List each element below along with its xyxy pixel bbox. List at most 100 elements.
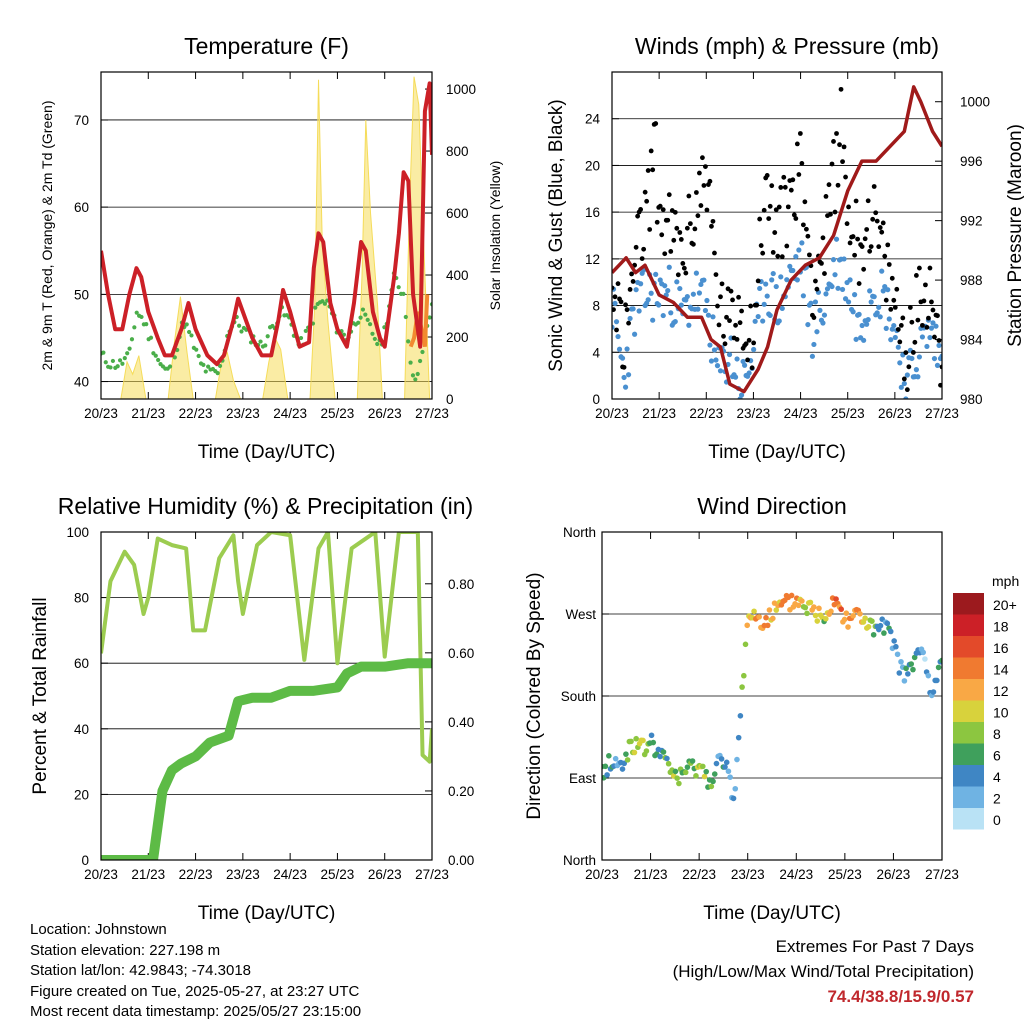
wind-speed-point (898, 384, 904, 390)
direction-point (682, 769, 689, 776)
direction-point (732, 785, 739, 792)
y-tick-label: East (569, 771, 596, 786)
direction-point (718, 756, 725, 762)
wind-speed-point (936, 342, 942, 349)
wind-gust-point (885, 242, 891, 248)
dewpoint-point (401, 291, 406, 296)
x-tick-label: 22/23 (682, 867, 716, 882)
wind-gust-point (802, 199, 808, 205)
direction-point (934, 677, 940, 684)
dewpoint-point (375, 341, 380, 347)
wind-speed-point (612, 300, 618, 307)
colorbar-swatch (953, 743, 984, 765)
wind-speed-point (784, 277, 790, 283)
wind-gust-point (767, 203, 773, 209)
colorbar-label: 16 (993, 640, 1009, 656)
wind-gust-point (716, 322, 722, 328)
wind-gust-point (692, 226, 698, 232)
direction-point (703, 768, 710, 775)
wind-speed-point (853, 336, 859, 342)
dewpoint-point (184, 322, 189, 327)
wind-speed-point (779, 305, 785, 312)
wind-speed-point (616, 346, 623, 352)
direction-point (922, 656, 928, 662)
wind-speed-point (847, 277, 853, 283)
wind-speed-point (871, 294, 877, 300)
wind-gust-point (859, 244, 865, 250)
wind-gust-point (754, 302, 760, 308)
plot-area (101, 532, 432, 860)
wind-speed-point (612, 324, 615, 330)
direction-point (604, 772, 610, 778)
wind-speed-point (800, 293, 806, 299)
wind-gust-point (769, 183, 775, 189)
wind-speed-point (708, 358, 715, 364)
humidity-line (101, 532, 432, 764)
wind-gust-point (760, 250, 766, 256)
x-tick-label: 25/23 (831, 406, 865, 421)
wind-speed-point (841, 256, 847, 262)
dewpoint-point (122, 356, 127, 361)
wind-speed-point (678, 302, 684, 308)
direction-point (660, 749, 667, 755)
direction-point (735, 734, 742, 741)
wind-gust-point (641, 246, 647, 252)
wind-speed-point (895, 344, 901, 350)
wind-speed-point (832, 272, 838, 278)
wind-gust-point (904, 387, 910, 393)
wind-gust-point (897, 339, 903, 345)
chart-title: Winds (mph) & Pressure (mb) (635, 33, 939, 59)
wind-gust-point (687, 221, 693, 227)
x-tick-label: 20/23 (84, 406, 118, 421)
wind-speed-point (913, 367, 919, 373)
wind-speed-point (933, 323, 939, 329)
wind-speed-point (812, 299, 819, 305)
wind-gust-point (856, 281, 862, 286)
x-tick-label: 24/23 (784, 406, 818, 421)
plot-border (611, 71, 943, 400)
wind-speed-point (931, 355, 938, 362)
wind-speed-point (886, 316, 892, 322)
dewpoint-point (322, 301, 327, 306)
dewpoint-point (189, 333, 194, 338)
y2-tick-label: 0.60 (448, 646, 474, 661)
wind-speed-point (717, 368, 724, 374)
direction-point (788, 592, 795, 599)
wind-gust-point (781, 174, 787, 180)
y-tick-label: 70 (74, 113, 89, 128)
wind-speed-point (648, 290, 654, 296)
wind-gust-point (843, 174, 848, 180)
dewpoint-point (148, 335, 154, 340)
y-tick-label: 16 (585, 205, 600, 220)
wind-gust-point (761, 207, 767, 213)
wind-gust-point (684, 225, 690, 231)
direction-point (828, 608, 834, 615)
wind-gust-point (886, 262, 892, 267)
direction-point (930, 689, 937, 695)
wind-gust-point (779, 254, 785, 260)
direction-point (911, 654, 918, 661)
dewpoint-point (263, 343, 268, 348)
wind-gust-point (800, 222, 806, 228)
direction-point (833, 596, 839, 602)
x-tick-label: 27/23 (925, 867, 959, 882)
wind-speed-point (830, 257, 837, 263)
wind-speed-point (916, 354, 922, 360)
wind-gust-point (675, 272, 681, 278)
y2-tick-label: 0 (446, 392, 454, 407)
y-tick-label: 0 (592, 392, 600, 407)
plot-area (612, 85, 942, 399)
dewpoint-point (413, 377, 418, 382)
wind-gust-point (797, 131, 803, 136)
wind-gust-point (820, 235, 826, 241)
wind-speed-point (638, 281, 644, 287)
wind-speed-point (698, 281, 704, 288)
wind-speed-point (710, 314, 716, 320)
wind-gust-point (936, 338, 942, 343)
precip-line (101, 658, 432, 860)
wind-gust-point (782, 184, 788, 190)
wind-speed-point (796, 247, 802, 253)
direction-point (764, 622, 771, 629)
wind-gust-point (865, 198, 871, 204)
wind-speed-point (695, 306, 701, 312)
